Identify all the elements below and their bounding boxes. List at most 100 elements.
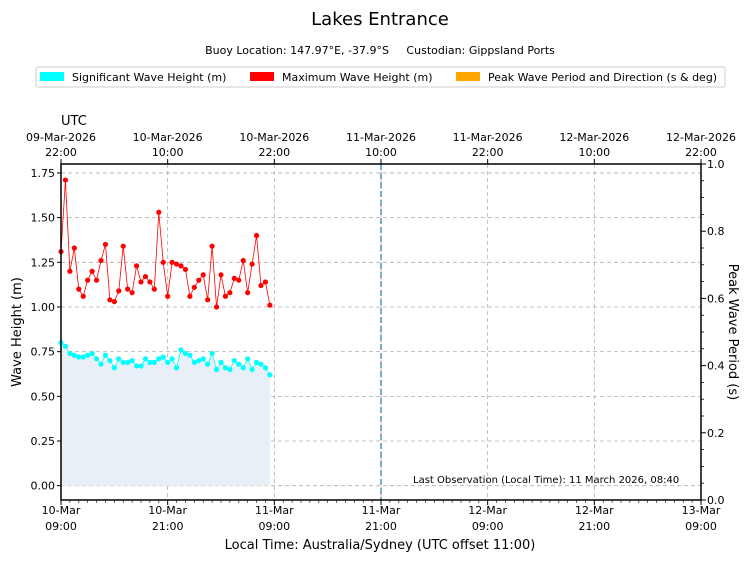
maximum-point [62, 177, 69, 183]
last-observation-annotation: Last Observation (Local Time): 11 March … [413, 475, 679, 486]
significant-point [245, 356, 251, 362]
maximum-point [67, 268, 73, 274]
maximum-point [258, 282, 264, 289]
legend: Significant Wave Height (m) Maximum Wave… [35, 66, 726, 88]
significant-point [227, 366, 233, 373]
maximum-point [151, 286, 157, 292]
maximum-point [80, 293, 86, 299]
maximum-point [249, 261, 255, 267]
maximum-point [138, 279, 144, 285]
significant-point [142, 356, 149, 362]
x-tick-label-time: 09:00 [472, 520, 504, 533]
x-tick-label-date: 12-Mar [575, 504, 614, 517]
significant-point [249, 366, 255, 373]
x-tick-label-time: 09:00 [685, 520, 717, 533]
significant-point [213, 366, 220, 373]
maximum-point [160, 259, 166, 265]
significant-point [111, 365, 117, 371]
y2-tick-label: 0.0 [707, 494, 725, 507]
maximum-point [267, 302, 273, 308]
significant-point [240, 365, 246, 371]
significant-point [133, 363, 140, 369]
x-tick-label-date: 11-Mar [362, 504, 401, 517]
maximum-line [60, 180, 271, 308]
x-tick-label-time: 21:00 [578, 520, 610, 533]
significant-point [253, 359, 260, 365]
significant-point [178, 347, 184, 353]
maximum-point [107, 297, 113, 303]
significant-point [62, 343, 69, 349]
y2-axis: 0.0 0.2 0.4 0.6 0.8 1.0 [701, 158, 725, 507]
significant-area [61, 342, 270, 486]
maximum-point [262, 279, 269, 285]
x-axis-top: 09-Mar-2026 22:00 10-Mar-2026 10:00 10-Mar-2… [26, 131, 736, 164]
maximum-point [120, 243, 126, 249]
y2-tick-label: 1.0 [707, 158, 725, 171]
top-tick-label-date: 10-Mar-2026 [239, 131, 309, 144]
legend-label-maximum: Maximum Wave Height (m) [282, 71, 433, 84]
significant-point [191, 359, 197, 365]
significant-point [218, 359, 224, 365]
maximum-point [125, 286, 131, 292]
y2-tick-label: 0.6 [707, 292, 725, 305]
maximum-point [178, 263, 184, 269]
significant-point [138, 363, 144, 369]
x-tick-label-date: 13-Mar [682, 504, 721, 517]
significant-point [129, 357, 135, 364]
x-tick-label-time: 09:00 [45, 520, 77, 533]
maximum-point [102, 241, 109, 248]
significant-point [196, 357, 202, 364]
x-tick-label-time: 21:00 [365, 520, 397, 533]
significant-point [76, 354, 82, 360]
series-group [58, 177, 273, 378]
y2-axis-label: Peak Wave Period (s) [725, 264, 740, 400]
legend-frame [35, 66, 726, 88]
top-tick-label-time: 22:00 [258, 146, 290, 159]
maximum-point [173, 261, 180, 267]
y-tick-label: 0.50 [31, 390, 56, 403]
significant-point [173, 365, 180, 371]
maximum-point [116, 288, 122, 294]
area-fill [61, 342, 270, 486]
x-tick-label-date: 11-Mar [255, 504, 294, 517]
top-tick-label-date: 12-Mar-2026 [559, 131, 629, 144]
maximum-point [191, 284, 197, 290]
maximum-point [165, 293, 171, 299]
significant-point [231, 357, 237, 364]
maximum-point [129, 290, 135, 296]
maximum-point [169, 259, 175, 265]
significant-point [165, 359, 171, 365]
significant-point [182, 350, 189, 357]
chart-title: Lakes Entrance [311, 9, 449, 30]
x-tick-label-date: 12-Mar [468, 504, 507, 517]
significant-point [262, 365, 269, 371]
maximum-point [111, 299, 117, 305]
maximum-point [142, 273, 149, 280]
y-tick-label: 0.75 [31, 346, 56, 359]
top-tick-label-date: 09-Mar-2026 [26, 131, 96, 144]
maximum-point [93, 277, 100, 283]
legend-swatch-maximum [250, 72, 274, 81]
y-tick-label: 0.25 [31, 435, 56, 448]
maximum-point [205, 297, 211, 303]
y-tick-label: 0.00 [31, 480, 56, 493]
y-axis-label: Wave Height (m) [10, 277, 25, 387]
significant-point [151, 359, 157, 365]
x-axis-bottom: 10-Mar 09:00 10-Mar 21:00 11-Mar 09:00 11-Mar 2… [42, 500, 721, 533]
y-axis: 0.00 0.25 0.50 0.75 1.00 1.25 1.50 1.75 [31, 167, 61, 493]
maximum-point [187, 293, 193, 299]
maximum-point [98, 257, 104, 264]
significant-point [120, 359, 126, 365]
significant-point [93, 356, 100, 362]
significant-point [102, 352, 109, 358]
maximum-point [147, 279, 153, 285]
maximum-point [85, 277, 91, 283]
significant-point [169, 356, 175, 362]
top-tick-label-time: 22:00 [685, 146, 717, 159]
maximum-point [200, 272, 206, 278]
maximum-point [89, 268, 95, 274]
top-axis-label: UTC [61, 114, 87, 129]
y2-tick-label: 0.4 [707, 360, 725, 373]
y-tick-label: 1.00 [31, 301, 56, 314]
